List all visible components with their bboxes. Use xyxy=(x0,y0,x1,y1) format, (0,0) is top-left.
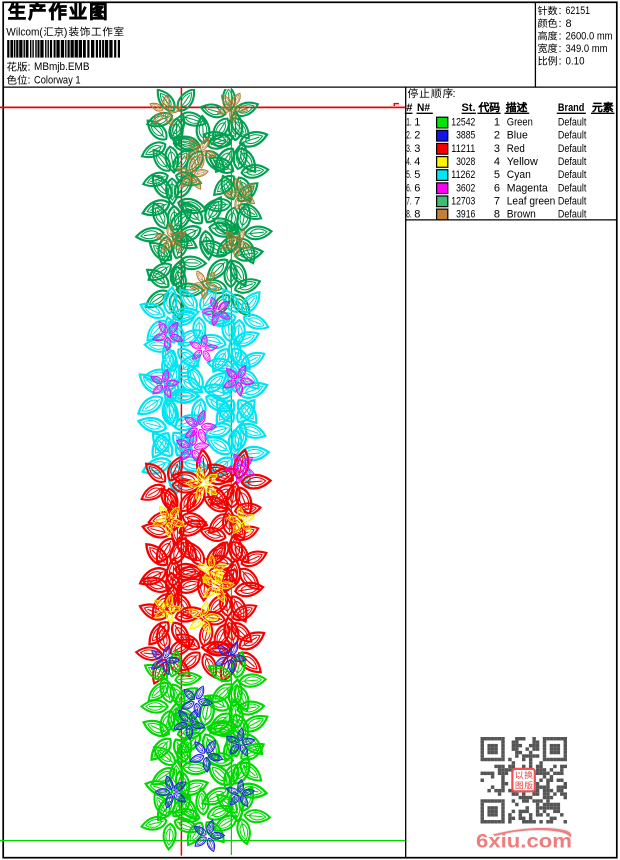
svg-text::: : xyxy=(453,88,456,100)
svg-text:Wilcom(: Wilcom( xyxy=(6,26,43,38)
svg-text::: : xyxy=(559,5,562,17)
svg-text:5.: 5. xyxy=(406,169,411,181)
svg-text:Leaf green: Leaf green xyxy=(507,195,556,207)
svg-text:2: 2 xyxy=(414,130,420,142)
svg-text:Default: Default xyxy=(558,130,587,142)
svg-text:Yellow: Yellow xyxy=(507,156,538,168)
svg-text:3885: 3885 xyxy=(456,130,475,142)
svg-text::: : xyxy=(559,18,562,30)
svg-text:2.: 2. xyxy=(406,130,411,142)
svg-text::: : xyxy=(559,30,562,42)
svg-text:Brown: Brown xyxy=(507,209,536,221)
svg-text:349.0 mm: 349.0 mm xyxy=(566,43,608,55)
svg-text:8.: 8. xyxy=(406,209,411,221)
svg-text::: : xyxy=(559,55,562,67)
svg-text::: : xyxy=(559,43,562,55)
svg-text::: : xyxy=(28,61,31,73)
svg-text:6xiu.com: 6xiu.com xyxy=(476,831,572,853)
svg-text:11262: 11262 xyxy=(451,169,475,181)
svg-text:Default: Default xyxy=(558,182,587,194)
svg-text:Default: Default xyxy=(558,209,587,221)
svg-text:Brand: Brand xyxy=(558,102,585,114)
svg-text:1.: 1. xyxy=(406,117,411,129)
svg-text:12542: 12542 xyxy=(451,117,475,129)
svg-text:): ) xyxy=(64,26,68,38)
svg-text:6: 6 xyxy=(494,182,500,194)
svg-text:Colorway 1: Colorway 1 xyxy=(34,75,81,87)
svg-text:7.: 7. xyxy=(406,195,411,207)
svg-text::: : xyxy=(28,75,31,87)
svg-text:12703: 12703 xyxy=(451,195,475,207)
svg-text:MBmjb.EMB: MBmjb.EMB xyxy=(34,61,90,73)
svg-text:N#: N# xyxy=(417,102,430,114)
svg-text:Red: Red xyxy=(507,143,525,155)
svg-text:Default: Default xyxy=(558,156,587,168)
svg-text:0.10: 0.10 xyxy=(566,55,585,67)
svg-text:4.: 4. xyxy=(406,156,411,168)
svg-text:Default: Default xyxy=(558,169,587,181)
svg-text:3602: 3602 xyxy=(456,182,475,194)
svg-text:1: 1 xyxy=(414,117,420,129)
svg-text:Blue: Blue xyxy=(507,130,528,142)
svg-text:8: 8 xyxy=(414,209,420,221)
svg-text:Magenta: Magenta xyxy=(507,182,549,194)
svg-text:3916: 3916 xyxy=(456,209,475,221)
svg-text:Cyan: Cyan xyxy=(507,169,531,181)
svg-text:6.: 6. xyxy=(406,182,411,194)
svg-text:5: 5 xyxy=(494,169,500,181)
svg-text:1: 1 xyxy=(494,117,500,129)
svg-text:3028: 3028 xyxy=(456,156,475,168)
svg-text:Default: Default xyxy=(558,117,587,129)
svg-text:Default: Default xyxy=(558,195,587,207)
svg-text:8: 8 xyxy=(494,209,500,221)
svg-text:3: 3 xyxy=(414,143,420,155)
svg-text:11211: 11211 xyxy=(451,143,475,155)
svg-text:2600.0 mm: 2600.0 mm xyxy=(566,30,613,42)
svg-text:Default: Default xyxy=(558,143,587,155)
svg-text:7: 7 xyxy=(494,195,500,207)
svg-text:62151: 62151 xyxy=(566,5,591,17)
svg-text:5: 5 xyxy=(414,169,420,181)
svg-text:4: 4 xyxy=(414,156,420,168)
svg-text:2: 2 xyxy=(494,130,500,142)
svg-text:#: # xyxy=(406,102,412,114)
svg-text:8: 8 xyxy=(566,18,572,30)
svg-text:3: 3 xyxy=(494,143,500,155)
svg-text:7: 7 xyxy=(414,195,420,207)
svg-text:6: 6 xyxy=(414,182,420,194)
svg-text:4: 4 xyxy=(494,156,500,168)
svg-text:St.: St. xyxy=(461,102,475,114)
svg-text:3.: 3. xyxy=(406,143,411,155)
svg-text:Green: Green xyxy=(507,117,533,129)
